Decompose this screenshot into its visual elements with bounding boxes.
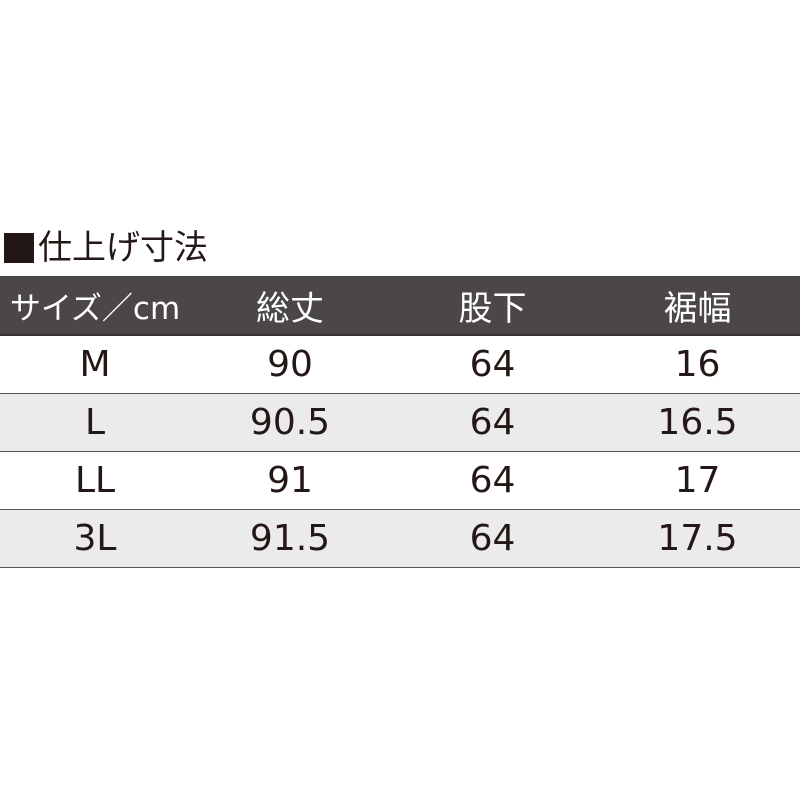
cell-total-length: 90.5 [249, 402, 331, 443]
cell-hem-width: 16 [674, 344, 721, 385]
cell-total-length: 91 [267, 460, 313, 501]
cell-size: LL [74, 460, 116, 501]
table-row: M 90 64 16 [0, 336, 800, 394]
header-size: サイズ／cm [9, 290, 181, 327]
cell-inseam: 64 [469, 518, 516, 559]
header-total-length: 総丈 [256, 288, 324, 329]
cell-hem-width: 17.5 [657, 518, 738, 559]
size-table: サイズ／cm 総丈 股下 裾幅 M 90 64 16 L 90.5 64 16.… [0, 276, 800, 568]
table-header-row: サイズ／cm 総丈 股下 裾幅 [0, 276, 800, 336]
cell-size: 3L [73, 518, 117, 559]
table-row: LL 91 64 17 [0, 452, 800, 510]
header-inseam: 股下 [458, 288, 527, 329]
square-bullet-icon [4, 233, 34, 263]
cell-inseam: 64 [469, 344, 516, 385]
header-hem-width: 裾幅 [663, 288, 732, 329]
table-row: 3L 91.5 64 17.5 [0, 510, 800, 568]
table-row: L 90.5 64 16.5 [0, 394, 800, 452]
cell-size: L [84, 402, 106, 443]
cell-size: M [79, 344, 111, 385]
cell-inseam: 64 [469, 460, 516, 501]
section-title-text: 仕上げ寸法 [38, 228, 208, 268]
cell-hem-width: 16.5 [657, 402, 738, 443]
cell-total-length: 90 [267, 344, 313, 385]
cell-inseam: 64 [469, 402, 516, 443]
cell-total-length: 91.5 [249, 518, 331, 559]
cell-hem-width: 17 [674, 460, 721, 501]
section-title: 仕上げ寸法 [4, 226, 208, 270]
